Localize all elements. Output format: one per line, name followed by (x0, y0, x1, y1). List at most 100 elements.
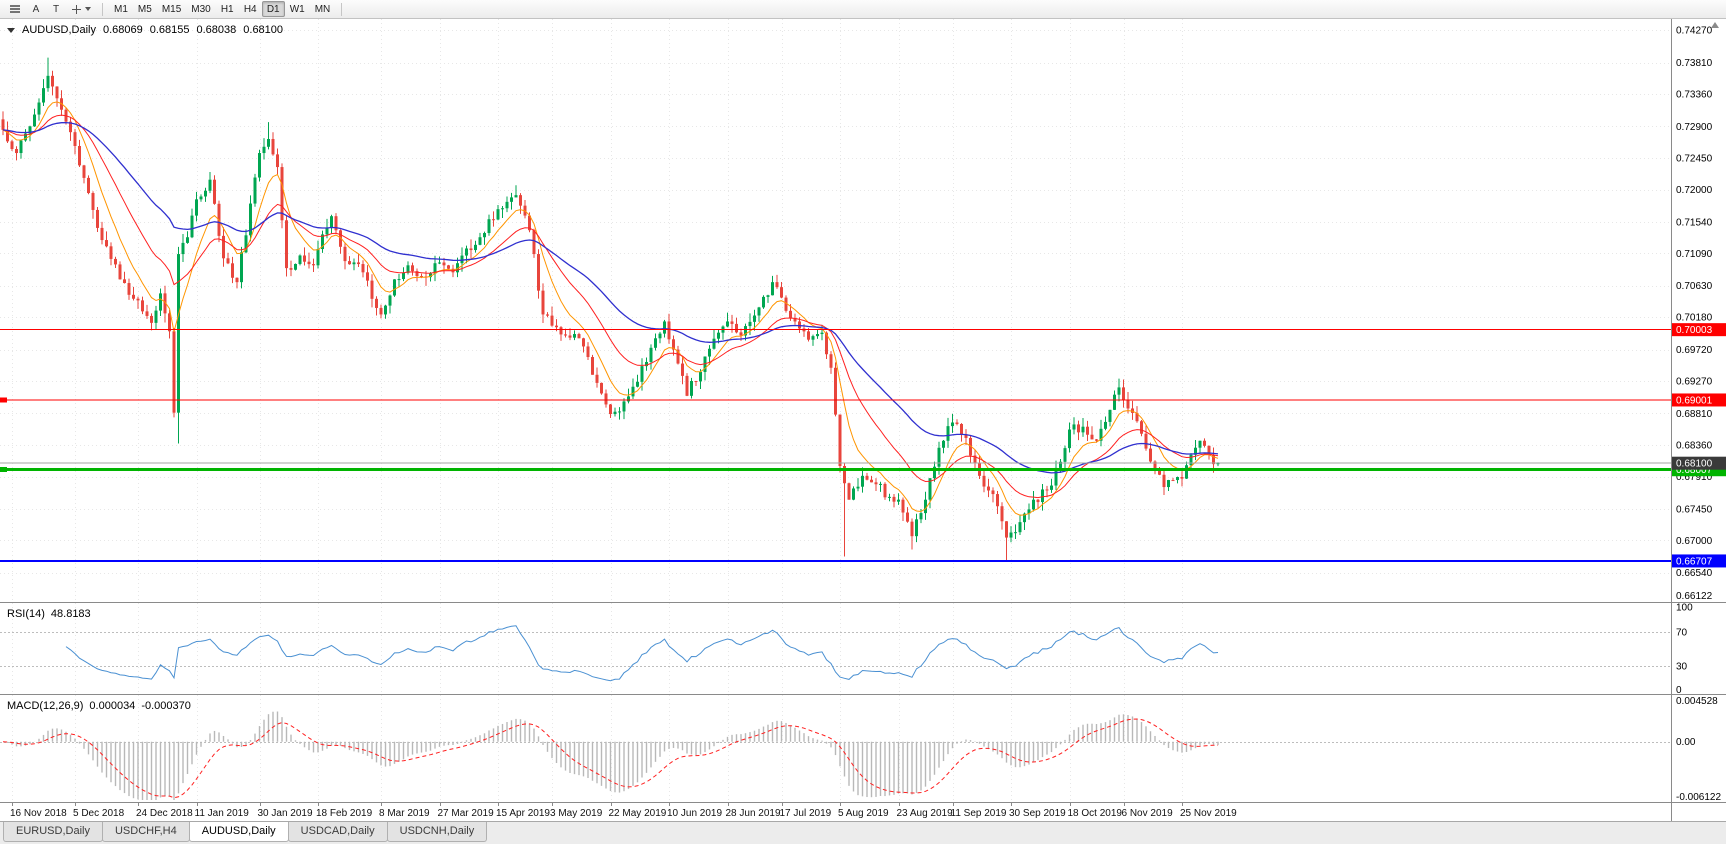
timeframe-m1[interactable]: M1 (114, 3, 128, 15)
svg-text:0.71540: 0.71540 (1676, 217, 1713, 228)
moving-average-20 (2, 114, 1219, 499)
crosshair-tool-button[interactable] (66, 1, 96, 17)
time-axis[interactable]: 16 Nov 2018 5 Dec 2018 24 Dec 2018 11 Jan 2… (10, 802, 1237, 819)
rsi-name: RSI(14) (7, 608, 45, 620)
timeframe-m5[interactable]: M5 (137, 3, 152, 15)
chevron-down-icon (85, 7, 91, 11)
timeframe-button-group: M1 M5 M15 M30 H1 H4 D1 W1 MN (109, 1, 335, 17)
chart-tab-audusd-daily[interactable]: AUDUSD,Daily (188, 822, 289, 842)
svg-text:15 Apr 2019: 15 Apr 2019 (496, 808, 550, 819)
macd-pane (0, 711, 1671, 800)
svg-text:0.72900: 0.72900 (1676, 122, 1713, 133)
timeframe-m15[interactable]: M15 (161, 3, 182, 15)
crosshair-icon (72, 4, 81, 14)
chart-tab-usdcnh-daily[interactable]: USDCNH,Daily (386, 822, 488, 842)
horizontal-levels[interactable] (0, 329, 1671, 562)
macd-indicator-label: MACD(12,26,9) 0.000034 -0.000370 (7, 700, 191, 712)
candlestick-series (1, 57, 1220, 561)
svg-text:0.68100: 0.68100 (1676, 459, 1713, 470)
chart-tab-eurusd-daily[interactable]: EURUSD,Daily (3, 822, 103, 842)
svg-text:11 Jan 2019: 11 Jan 2019 (195, 808, 250, 819)
toolbar-separator (341, 2, 343, 16)
ohlc-low: 0.68038 (196, 24, 237, 36)
top-toolbar: A T M1 M5 M15 M30 H1 H4 D1 W1 MN (0, 0, 1726, 19)
timeframe-mn[interactable]: MN (314, 3, 331, 15)
svg-text:0.69720: 0.69720 (1676, 345, 1713, 356)
axis-badge-0.66707: 0.66707 (1672, 554, 1726, 568)
axis-badge-0.68100: 0.68100 (1672, 456, 1726, 470)
svg-text:0.70630: 0.70630 (1676, 281, 1713, 292)
svg-text:0.00: 0.00 (1676, 737, 1696, 748)
svg-text:0.72450: 0.72450 (1676, 153, 1713, 164)
svg-text:0.73810: 0.73810 (1676, 58, 1713, 69)
macd-name: MACD(12,26,9) (7, 700, 84, 712)
chart-canvas[interactable]: 0.74270 0.73810 0.73360 0.72900 0.72450 0.720… (0, 19, 1726, 821)
svg-text:22 May 2019: 22 May 2019 (609, 808, 667, 819)
svg-text:30 Sep 2019: 30 Sep 2019 (1009, 808, 1066, 819)
timeframe-h1[interactable]: H1 (220, 3, 234, 15)
timeframe-w1[interactable]: W1 (289, 3, 305, 15)
svg-text:0.66122: 0.66122 (1676, 591, 1713, 602)
svg-text:24 Dec 2018: 24 Dec 2018 (136, 808, 193, 819)
svg-text:0.70003: 0.70003 (1676, 325, 1713, 336)
chart-area: 0.74270 0.73810 0.73360 0.72900 0.72450 0.720… (0, 19, 1726, 821)
svg-text:0.72000: 0.72000 (1676, 185, 1713, 196)
text-label-tool-button[interactable]: A (32, 3, 40, 15)
svg-text:30 Jan 2019: 30 Jan 2019 (258, 808, 313, 819)
svg-text:0.67000: 0.67000 (1676, 536, 1713, 547)
svg-text:0.74270: 0.74270 (1676, 26, 1713, 37)
price-badges: 0.70003 0.69001 0.68007 0.66707 0.68100 (1672, 323, 1726, 568)
svg-text:16 Nov 2018: 16 Nov 2018 (10, 808, 67, 819)
svg-text:8 Mar 2019: 8 Mar 2019 (379, 808, 430, 819)
svg-text:5 Dec 2018: 5 Dec 2018 (73, 808, 125, 819)
svg-text:0.68007: 0.68007 (1676, 465, 1713, 476)
svg-text:-0.006122: -0.006122 (1676, 792, 1721, 803)
timeframe-m30[interactable]: M30 (191, 3, 211, 15)
svg-text:11 Sep 2019: 11 Sep 2019 (951, 808, 1007, 819)
svg-text:25 Nov 2019: 25 Nov 2019 (1180, 808, 1237, 819)
grid (0, 19, 1671, 802)
svg-text:5 Aug 2019: 5 Aug 2019 (838, 808, 889, 819)
svg-text:0.69270: 0.69270 (1676, 377, 1713, 388)
toolbar-separator (102, 2, 103, 16)
chart-header: AUDUSD,Daily 0.68069 0.68155 0.68038 0.6… (7, 24, 283, 36)
pane-separators (0, 19, 1726, 821)
chart-tabs-bar: EURUSD,Daily USDCHF,H4 AUDUSD,Daily USDCAD,… (0, 821, 1726, 844)
macd-signal-line (2, 718, 1218, 799)
price-axis[interactable]: 0.74270 0.73810 0.73360 0.72900 0.72450 0.720… (1672, 19, 1726, 821)
chart-tab-usdcad-daily[interactable]: USDCAD,Daily (287, 822, 388, 842)
svg-text:0: 0 (1676, 685, 1682, 696)
svg-text:0.70180: 0.70180 (1676, 313, 1713, 324)
rsi-pane (0, 625, 1671, 682)
timeframe-h4[interactable]: H4 (243, 3, 257, 15)
text-tool-button[interactable]: T (52, 3, 60, 15)
timeframe-d1[interactable]: D1 (261, 1, 285, 17)
svg-text:0.68360: 0.68360 (1676, 440, 1713, 451)
macd-signal-value: -0.000370 (141, 700, 191, 712)
ohlc-open: 0.68069 (102, 24, 143, 36)
macd-histogram (6, 711, 1219, 800)
svg-text:3 May 2019: 3 May 2019 (550, 808, 603, 819)
svg-text:10 Jun 2019: 10 Jun 2019 (667, 808, 722, 819)
svg-text:0.66540: 0.66540 (1676, 568, 1713, 579)
svg-text:0.73360: 0.73360 (1676, 90, 1713, 101)
rsi-value: 48.8183 (50, 608, 91, 620)
svg-text:27 Mar 2019: 27 Mar 2019 (438, 808, 495, 819)
svg-text:23 Aug 2019: 23 Aug 2019 (897, 808, 954, 819)
svg-text:0.67450: 0.67450 (1676, 504, 1713, 515)
svg-text:0.68810: 0.68810 (1676, 409, 1713, 420)
moving-average-45 (2, 121, 1219, 474)
symbol-dropdown-icon[interactable] (7, 27, 15, 33)
axis-badge-0.69001: 0.69001 (1672, 393, 1726, 407)
chart-corner-arrow-icon[interactable] (1711, 22, 1719, 28)
svg-text:30: 30 (1676, 661, 1688, 672)
svg-text:0.69001: 0.69001 (1676, 395, 1713, 406)
svg-text:100: 100 (1676, 603, 1693, 614)
svg-text:0.67910: 0.67910 (1676, 472, 1713, 483)
chart-tab-usdchf-h4[interactable]: USDCHF,H4 (101, 822, 190, 842)
moving-average-8 (2, 101, 1219, 516)
chart-list-icon[interactable] (4, 1, 26, 17)
svg-text:18 Oct 2019: 18 Oct 2019 (1068, 808, 1123, 819)
rsi-indicator-label: RSI(14) 48.8183 (7, 608, 91, 620)
